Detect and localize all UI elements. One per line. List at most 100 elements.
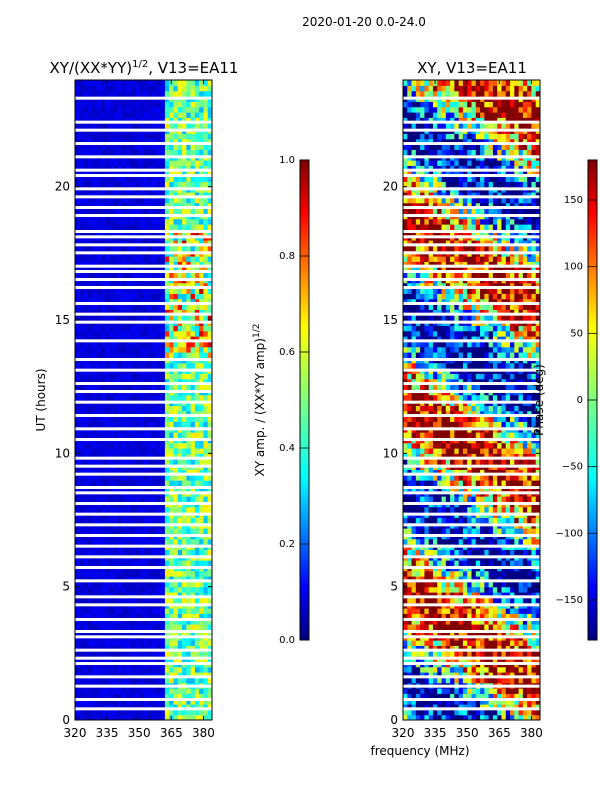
heatmap-cell	[177, 560, 183, 566]
heatmap-cell	[75, 517, 80, 524]
heatmap-cell	[113, 330, 119, 337]
heatmap-cell	[501, 592, 507, 598]
heatmap-cell	[467, 570, 473, 577]
heatmap-cell	[143, 517, 149, 524]
heatmap-cell	[75, 240, 80, 246]
heatmap-cell	[497, 618, 503, 625]
heatmap-cell	[104, 421, 110, 428]
heatmap-cell	[467, 549, 473, 556]
heatmap-cell	[199, 192, 205, 198]
heatmap-cell	[441, 549, 447, 556]
heatmap-cell	[160, 197, 166, 204]
heatmap-cell	[437, 576, 443, 582]
heatmap-cell	[186, 586, 192, 593]
heatmap-cell	[194, 336, 200, 342]
heatmap-cell	[83, 645, 89, 652]
heatmap-cell	[139, 672, 145, 678]
heatmap-cell	[492, 672, 498, 678]
heatmap-cell	[117, 688, 123, 694]
heatmap-cell	[497, 709, 503, 716]
heatmap-cell	[207, 240, 212, 246]
heatmap-cell	[518, 549, 524, 556]
heatmap-cell	[527, 650, 533, 657]
heatmap-cell	[75, 341, 80, 348]
heatmap-cell	[164, 410, 170, 417]
heatmap-cell	[152, 106, 157, 113]
heatmap-cell	[411, 586, 417, 593]
heatmap-cell	[505, 650, 511, 657]
heatmap-cell	[87, 586, 93, 593]
heatmap-cell	[160, 240, 166, 246]
heatmap-cell	[156, 138, 162, 145]
heatmap-cell	[505, 645, 511, 652]
heatmap-cell	[450, 618, 455, 625]
heatmap-cell	[518, 677, 524, 684]
heatmap-cell	[156, 384, 162, 390]
heatmap-cell	[535, 709, 540, 716]
heatmap-cell	[122, 693, 127, 700]
heatmap-cell	[134, 421, 140, 428]
heatmap-cell	[100, 336, 106, 342]
heatmap-cell	[199, 309, 205, 316]
heatmap-cell	[164, 170, 170, 177]
heatmap-cell	[79, 341, 85, 348]
heatmap-cell	[109, 618, 115, 625]
heatmap-cell	[411, 576, 417, 582]
heatmap-cell	[87, 496, 93, 502]
heatmap-cell	[450, 645, 455, 652]
heatmap-cell	[450, 698, 455, 705]
heatmap-cell	[169, 384, 175, 390]
heatmap-cell	[143, 448, 149, 454]
heatmap-cell	[109, 432, 115, 438]
heatmap-cell	[182, 202, 187, 209]
heatmap-cell	[113, 122, 119, 129]
heatmap-cell	[531, 608, 537, 614]
heatmap-cell	[79, 613, 85, 620]
heatmap-cell	[207, 165, 212, 172]
heatmap-cell	[134, 362, 140, 369]
heatmap-cell	[75, 586, 80, 593]
heatmap-cell	[501, 672, 507, 678]
heatmap-cell	[164, 474, 170, 481]
heatmap-cell	[96, 101, 102, 108]
heatmap-cell	[424, 704, 430, 710]
heatmap-cell	[100, 304, 106, 310]
heatmap-cell	[113, 133, 119, 140]
heatmap-cell	[126, 362, 132, 369]
heatmap-cell	[126, 160, 132, 166]
heatmap-cell	[164, 197, 170, 204]
heatmap-cell	[186, 405, 192, 412]
heatmap-cell	[207, 624, 212, 630]
heatmap-cell	[156, 448, 162, 454]
heatmap-cell	[424, 576, 430, 582]
heatmap-cell	[437, 698, 443, 705]
heatmap-cell	[535, 570, 540, 577]
heatmap-cell	[169, 240, 175, 246]
heatmap-cell	[471, 698, 477, 705]
heatmap-cell	[152, 378, 157, 385]
heatmap-cell	[75, 650, 80, 657]
heatmap-cell	[428, 672, 434, 678]
heatmap-cell	[462, 608, 468, 614]
heatmap-cell	[488, 666, 494, 673]
heatmap-cell	[527, 645, 533, 652]
heatmap-cell	[126, 192, 132, 198]
heatmap-cell	[130, 101, 136, 108]
heatmap-cell	[420, 592, 426, 598]
heatmap-cell	[117, 138, 123, 145]
heatmap-cell	[152, 704, 157, 710]
heatmap-cell	[177, 112, 183, 118]
heatmap-cell	[79, 640, 85, 646]
heatmap-cell	[173, 112, 179, 118]
heatmap-cell	[522, 618, 528, 625]
heatmap-cell	[522, 672, 528, 678]
heatmap-cell	[203, 666, 209, 673]
heatmap-cell	[143, 304, 149, 310]
heatmap-cell	[199, 624, 205, 630]
heatmap-cell	[87, 640, 93, 646]
heatmap-cell	[126, 117, 132, 124]
heatmap-cell	[182, 474, 187, 481]
heatmap-cell	[492, 693, 498, 700]
heatmap-cell	[126, 202, 132, 209]
heatmap-cell	[207, 336, 212, 342]
